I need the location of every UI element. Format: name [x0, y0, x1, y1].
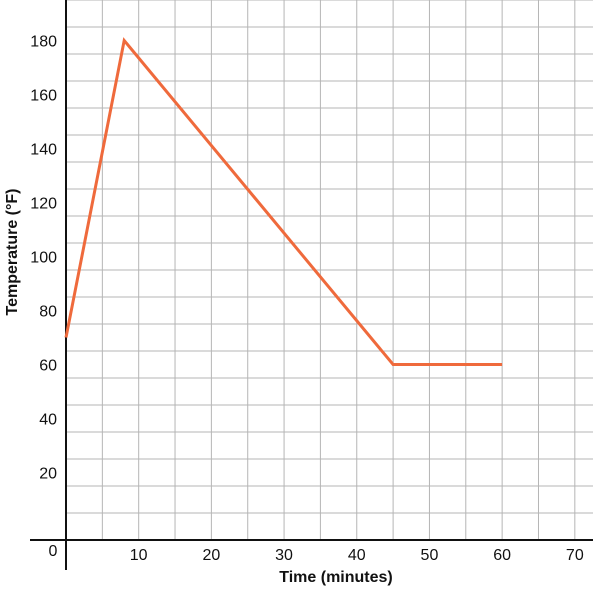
y-tick-label: 100: [30, 250, 57, 267]
x-axis-title: Time (minutes): [279, 569, 393, 586]
y-tick-label: 120: [30, 196, 57, 213]
x-tick-label: 30: [275, 547, 293, 564]
x-tick-label: 70: [566, 547, 584, 564]
axes: [30, 0, 593, 570]
x-tick-label: 50: [421, 547, 439, 564]
x-tick-label: 40: [348, 547, 366, 564]
y-tick-label: 60: [39, 358, 57, 375]
data-series: [64, 37, 503, 366]
tick-labels: 10 20 30 40 50 60 70 20 40 60 80 100 120 140 160 180: [30, 34, 584, 565]
origin-label: 0: [49, 543, 58, 560]
y-tick-label: 20: [39, 466, 57, 483]
x-tick-label: 60: [493, 547, 511, 564]
y-tick-label: 40: [39, 412, 57, 429]
x-tick-label: 10: [130, 547, 148, 564]
temperature-line: [64, 37, 503, 366]
x-tick-label: 20: [202, 547, 220, 564]
y-tick-label: 180: [30, 34, 57, 51]
y-tick-label: 160: [30, 88, 57, 105]
y-tick-label: 140: [30, 142, 57, 159]
y-tick-label: 80: [39, 304, 57, 321]
y-axis-title: Temperature (°F): [4, 188, 21, 315]
grid: [66, 0, 593, 541]
